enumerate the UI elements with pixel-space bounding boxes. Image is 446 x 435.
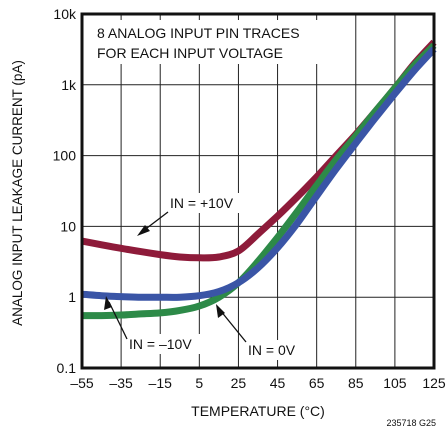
x-tick-label: –55 [70,375,94,391]
y-axis-label: ANALOG INPUT LEAKAGE CURRENT (pA) [10,60,25,326]
arrow-zero-line [219,309,247,343]
x-tick-labels: –55 –35 –15 5 25 45 65 85 105 125 [70,375,446,391]
label-in-zero-v: IN = 0V [248,342,296,358]
y-tick-labels: 0.1 1 10 100 1k 10k [53,6,77,376]
x-tick-label: 65 [309,375,325,391]
arrow-neg-head [104,296,112,310]
y-tick-label: 10 [60,218,76,234]
x-tick-label: –15 [149,375,173,391]
x-tick-label: 125 [422,375,446,391]
label-neg-backdrop [126,334,204,354]
label-in-neg-10v: IN = –10V [129,336,192,352]
series-line-pos-10v [81,39,437,262]
arrow-zero-head [216,304,225,318]
x-tick-label: 25 [231,375,247,391]
y-tick-label: 10k [53,6,77,22]
header-text-backdrop [93,20,333,64]
x-tick-label: 45 [270,375,286,391]
y-tick-label: 100 [53,148,77,164]
series-line-neg-10v [81,46,437,301]
arrow-pos-head [137,225,150,236]
y-tick-label: 1 [68,289,76,305]
x-tick-label: 85 [348,375,364,391]
x-tick-label: 5 [195,375,203,391]
label-pos-backdrop [167,193,245,213]
arrow-neg-line [108,301,128,340]
plot-frame [80,12,436,370]
series-line-zero-v [81,42,437,320]
y-tick-label: 1k [61,77,77,93]
x-axis-label: TEMPERATURE (°C) [191,403,325,419]
label-in-pos-10v: IN = +10V [170,195,234,211]
figure-code: 235718 G25 [386,418,436,428]
series-group [81,39,437,320]
label-zero-backdrop [245,340,305,360]
header-line-1: 8 ANALOG INPUT PIN TRACES [97,25,300,41]
x-tick-label: 105 [383,375,407,391]
x-tick-label: –35 [109,375,133,391]
y-tick-label: 0.1 [57,360,77,376]
header-line-2: FOR EACH INPUT VOLTAGE [97,45,283,61]
